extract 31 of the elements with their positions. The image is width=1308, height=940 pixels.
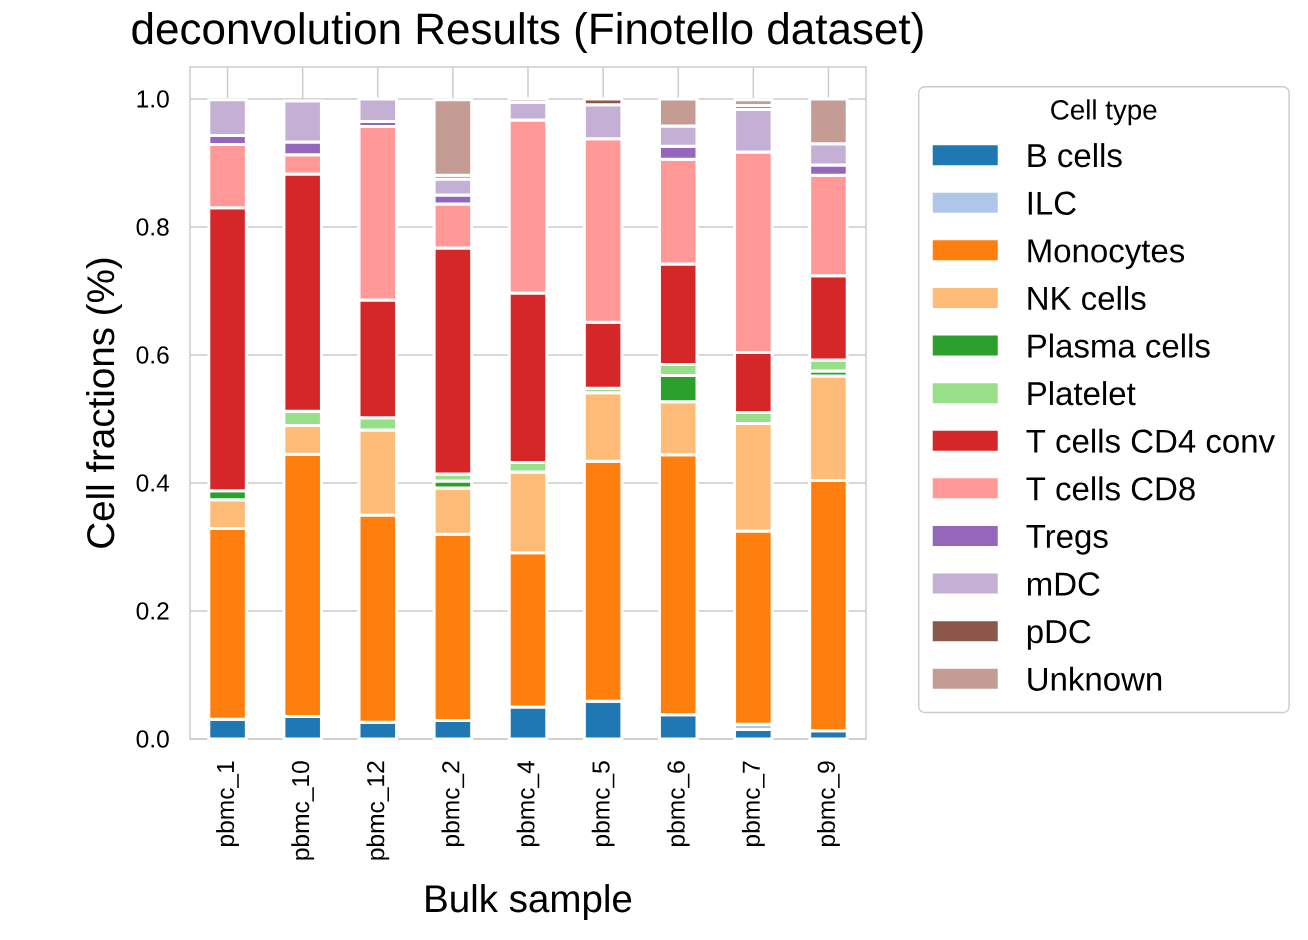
x-tick-label: pbmc_4 [516, 761, 540, 846]
x-tick-label: pbmc_10 [291, 761, 315, 860]
chart-title: deconvolution Results (Finotello dataset) [132, 12, 923, 54]
legend-label: B cells [1028, 143, 1122, 168]
y-tick-label: 0.2 [136, 602, 169, 620]
legend-label: Monocytes [1028, 239, 1185, 270]
y-tick-label: 0.8 [136, 218, 169, 236]
x-tick-label: pbmc_12 [366, 761, 390, 860]
x-tick-label: pbmc_1 [216, 761, 239, 846]
x-axis-title: Bulk sample [426, 884, 632, 920]
y-tick-label: 1.0 [137, 90, 169, 108]
x-tick-label: pbmc_7 [741, 761, 765, 846]
x-tick-label: pbmc_2 [441, 761, 465, 846]
y-axis-title: Cell fractions (%) [86, 258, 122, 548]
x-tick-label: pbmc_5 [591, 761, 615, 846]
legend-label: Unknown [1028, 666, 1162, 691]
legend-title: Cell type [1051, 99, 1157, 126]
legend-label: Tregs [1026, 525, 1108, 555]
legend-label: pDC [1027, 619, 1091, 650]
legend-label: Platelet [1028, 381, 1136, 406]
x-tick-label: pbmc_9 [817, 761, 840, 846]
legend-label: NK cells [1028, 285, 1146, 311]
x-tick-label: pbmc_6 [666, 761, 690, 846]
legend-label: Plasma cells [1028, 333, 1210, 358]
legend-label: mDC [1027, 572, 1100, 596]
legend-label: T cells CD8 [1026, 476, 1195, 501]
y-tick-label: 0.6 [136, 346, 169, 364]
y-tick-label: 0.0 [136, 730, 169, 748]
y-tick-label: 0.4 [136, 474, 170, 492]
legend-label: ILC [1028, 191, 1076, 215]
legend-label: T cells CD4 conv [1026, 428, 1275, 453]
